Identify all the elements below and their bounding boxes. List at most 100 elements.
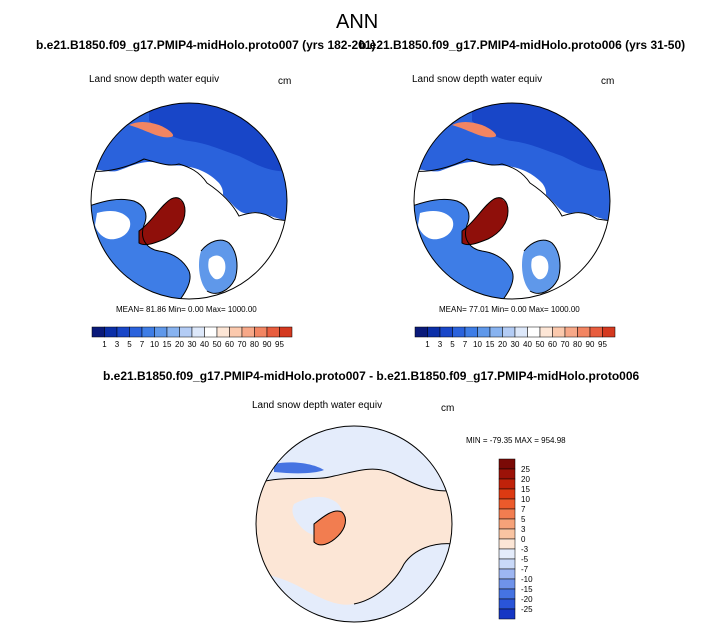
colorbar-tick-label: -20: [521, 595, 533, 604]
panel-2-stats: MEAN= 77.01 Min= 0.00 Max= 1000.00: [439, 305, 580, 314]
colorbar-tick-label: 1: [425, 340, 430, 349]
colorbar-tick-label: 3: [521, 525, 526, 534]
colorbar-tick-label: 30: [511, 340, 520, 349]
colorbar-box: [498, 468, 516, 480]
colorbar-tick-label: 95: [275, 340, 284, 349]
himalaya-region: [129, 122, 174, 138]
colorbar-tick-label: 80: [250, 340, 259, 349]
colorbar-tick-label: -15: [521, 585, 533, 594]
colorbar-box: [498, 598, 516, 610]
colorbar-box: [514, 326, 528, 338]
colorbar-box: [216, 326, 230, 338]
colorbar-box: [279, 326, 293, 338]
colorbar-box: [498, 558, 516, 570]
colorbar-box: [414, 326, 428, 338]
colorbar-tick-label: -3: [521, 545, 529, 554]
panel-1-case-title: b.e21.B1850.f09_g17.PMIP4-midHolo.proto0…: [36, 38, 376, 52]
panel-2-case-title: b.e21.B1850.f09_g17.PMIP4-midHolo.proto0…: [359, 38, 686, 52]
colorbar-box: [498, 538, 516, 550]
colorbar-box: [477, 326, 491, 338]
colorbar-box: [552, 326, 566, 338]
map-panel-2: [413, 102, 611, 300]
colorbar-box: [498, 528, 516, 540]
colorbar-box: [241, 326, 255, 338]
colorbar-tick-label: -5: [521, 555, 529, 564]
colorbar-tick-label: 20: [498, 340, 507, 349]
colorbar-box: [452, 326, 466, 338]
colorbar-tick-label: 50: [213, 340, 222, 349]
colorbar-tick-label: 7: [140, 340, 145, 349]
colorbar-box: [498, 548, 516, 560]
diff-stats: MIN = -79.35 MAX = 954.98: [466, 436, 566, 445]
colorbar-tick-label: 90: [586, 340, 595, 349]
colorbar-tick-label: 1: [102, 340, 107, 349]
colorbar-box: [439, 326, 453, 338]
colorbar-tick-label: -10: [521, 575, 533, 584]
colorbar-tick-label: 70: [238, 340, 247, 349]
panel-1-units-label: cm: [278, 76, 292, 87]
colorbar-box: [266, 326, 280, 338]
canadian-land-white: [95, 211, 131, 240]
greenland-diff: [314, 510, 346, 545]
arctic-ocean: [481, 166, 547, 211]
colorbar-panel-2: 1 3 5 7 10 15 20 30 40 50 60 70 80 90 95: [414, 326, 616, 349]
colorbar-tick-label: 25: [521, 465, 530, 474]
diff-title: b.e21.B1850.f09_g17.PMIP4-midHolo.proto0…: [103, 369, 640, 383]
colorbar-tick-label: 5: [521, 515, 526, 524]
negative-diff-band: [274, 462, 324, 474]
colorbar-box: [498, 458, 516, 470]
colorbar-tick-label: 3: [438, 340, 443, 349]
colorbar-tick-label: 5: [127, 340, 132, 349]
colorbar-box: [166, 326, 180, 338]
colorbar-tick-label: 15: [486, 340, 495, 349]
colorbar-box: [539, 326, 553, 338]
colorbar-panel-1: 1 3 5 7 10 15 20 30 40 50 60 70 80 90 95: [91, 326, 293, 349]
canadian-land-white: [418, 211, 454, 240]
colorbar-tick-label: 20: [175, 340, 184, 349]
colorbar-tick-label: 50: [536, 340, 545, 349]
panel-1-stats: MEAN= 81.86 Min= 0.00 Max= 1000.00: [116, 305, 257, 314]
colorbar-tick-label: 60: [225, 340, 234, 349]
colorbar-tick-label: 3: [115, 340, 120, 349]
colorbar-box: [229, 326, 243, 338]
panel-1-variable-label: Land snow depth water equiv: [89, 74, 220, 85]
colorbar-tick-label: 10: [150, 340, 159, 349]
colorbar-box: [527, 326, 541, 338]
colorbar-box: [498, 498, 516, 510]
panel-2-variable-label: Land snow depth water equiv: [412, 74, 543, 85]
colorbar-tick-label: 70: [561, 340, 570, 349]
diff-variable-label: Land snow depth water equiv: [252, 400, 383, 411]
colorbar-box: [564, 326, 578, 338]
colorbar-box: [498, 518, 516, 530]
colorbar-tick-label: 30: [188, 340, 197, 349]
colorbar-box: [116, 326, 130, 338]
colorbar-tick-label: 7: [521, 505, 526, 514]
himalaya-region: [452, 122, 497, 138]
arctic-ocean: [158, 166, 224, 211]
colorbar-tick-label: -7: [521, 565, 529, 574]
colorbar-box: [154, 326, 168, 338]
colorbar-box: [502, 326, 516, 338]
colorbar-tick-label: 0: [521, 535, 526, 544]
colorbar-box: [254, 326, 268, 338]
colorbar-box: [498, 608, 516, 620]
colorbar-box: [129, 326, 143, 338]
colorbar-tick-label: 10: [521, 495, 530, 504]
colorbar-box: [498, 568, 516, 580]
colorbar-tick-label: 90: [263, 340, 272, 349]
map-panel-1: [90, 102, 288, 300]
colorbar-box: [104, 326, 118, 338]
diff-units-label: cm: [441, 403, 455, 414]
colorbar-box: [498, 578, 516, 590]
colorbar-box: [602, 326, 616, 338]
colorbar-box: [498, 588, 516, 600]
colorbar-tick-label: 40: [523, 340, 532, 349]
colorbar-tick-label: 60: [548, 340, 557, 349]
colorbar-box: [204, 326, 218, 338]
panel-2-units-label: cm: [601, 76, 615, 87]
colorbar-tick-label: 40: [200, 340, 209, 349]
page-title: ANN: [336, 11, 379, 33]
colorbar-tick-label: 95: [598, 340, 607, 349]
colorbar-box: [589, 326, 603, 338]
colorbar-tick-label: 15: [521, 485, 530, 494]
